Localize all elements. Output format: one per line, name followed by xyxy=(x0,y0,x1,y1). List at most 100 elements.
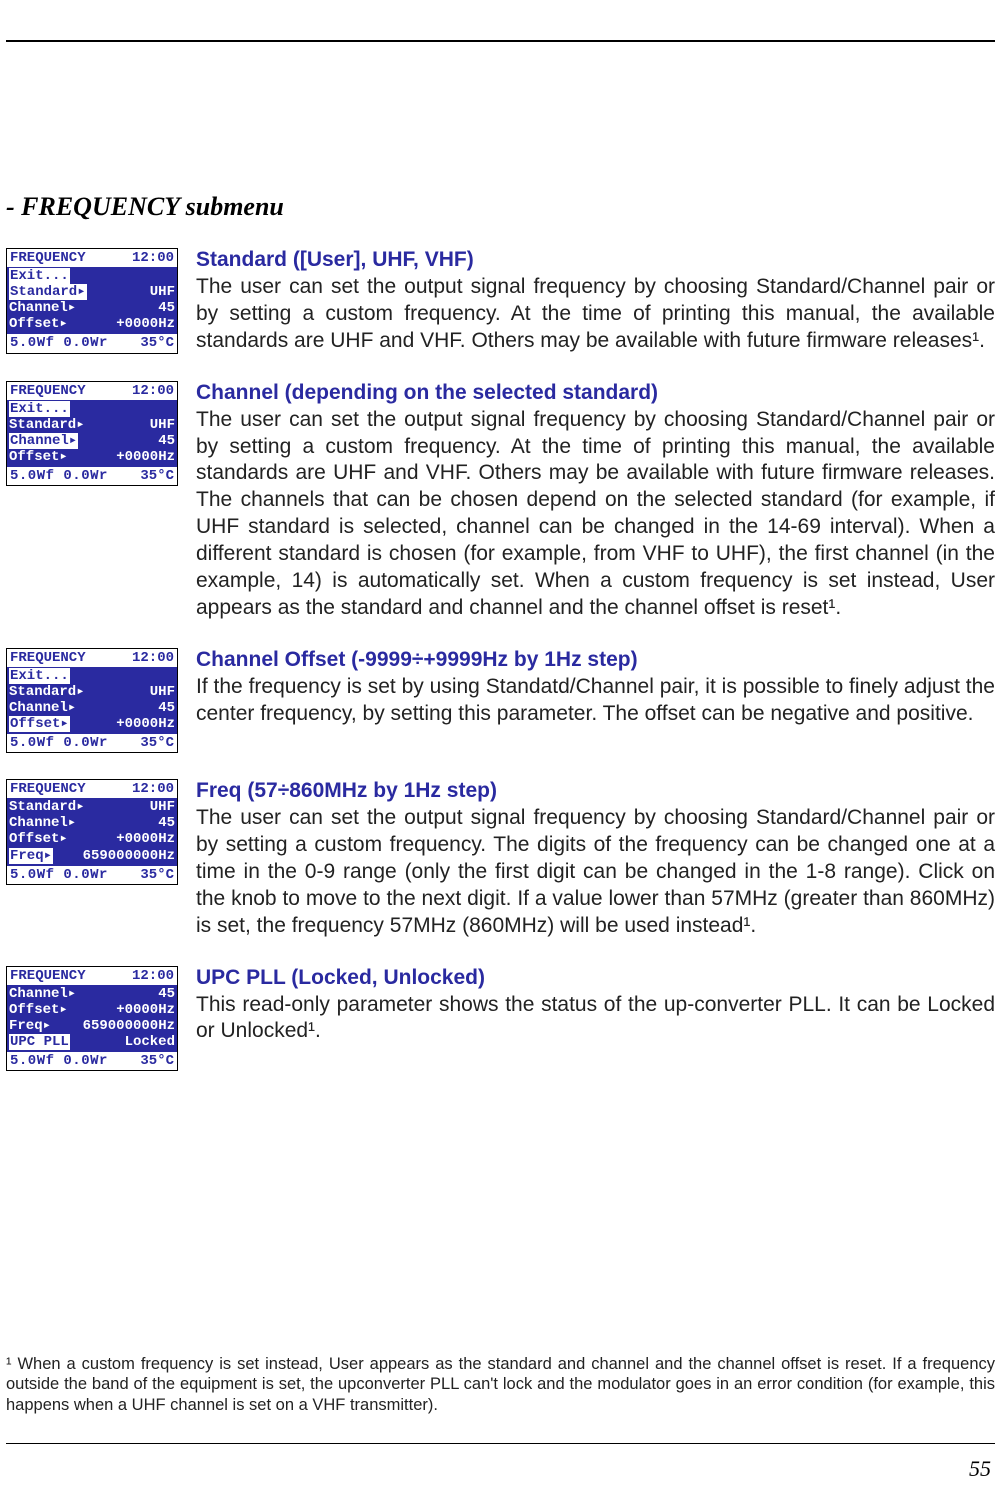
lcd-title: FREQUENCY xyxy=(10,650,86,666)
lcd-row: Standard▸UHF xyxy=(9,799,175,815)
lcd-row-label: Offset▸ xyxy=(9,831,68,847)
entry-body: The user can set the output signal frequ… xyxy=(196,274,995,355)
entry-body: The user can set the output signal frequ… xyxy=(196,805,995,939)
lcd-footer-left: 5.0Wf 0.0Wr xyxy=(10,867,108,883)
lcd-row-value: +0000Hz xyxy=(116,449,175,465)
lcd-row: Channel▸ 45 xyxy=(9,433,175,449)
lcd-screenshot: FREQUENCY12:00Standard▸UHFChannel▸45Offs… xyxy=(6,779,178,885)
lcd-footer-right: 35°C xyxy=(140,335,174,351)
lcd-row-label: Exit... xyxy=(9,668,70,684)
bottom-rule xyxy=(6,1443,995,1444)
lcd-row-label: Offset▸ xyxy=(9,316,68,332)
lcd-header: FREQUENCY 12:00 xyxy=(7,382,177,400)
lcd-screenshot: FREQUENCY 12:00 Channel▸ 45 Offset▸ +0000Hz Fr… xyxy=(6,966,178,1072)
lcd-footer: 5.0Wf 0.0Wr 35°C xyxy=(7,734,177,752)
lcd-row-label: Exit... xyxy=(9,401,70,417)
lcd-row-value: UHF xyxy=(150,417,175,433)
entry-text: UPC PLL (Locked, Unlocked)This read-only… xyxy=(196,966,995,1046)
lcd-row: Offset▸ +0000Hz xyxy=(9,316,175,332)
page-number: 55 xyxy=(969,1456,991,1482)
lcd-footer-right: 35°C xyxy=(140,1053,174,1069)
top-rule xyxy=(6,40,995,42)
entry-body: The user can set the output signal frequ… xyxy=(196,407,995,622)
lcd-title: FREQUENCY xyxy=(10,968,86,984)
lcd-row: Channel▸ 45 xyxy=(9,815,175,831)
entry-body: If the frequency is set by using Standat… xyxy=(196,674,995,728)
lcd-body: Exit...Standard▸ UHF Channel▸ 45 Offset▸ +000… xyxy=(7,400,177,467)
lcd-row-value: 45 xyxy=(158,815,175,831)
lcd-time: 12:00 xyxy=(132,250,174,266)
lcd-body: Exit...Standard▸UHFChannel▸ 45Offset▸+000… xyxy=(7,667,177,734)
entry-body: This read-only parameter shows the statu… xyxy=(196,992,995,1046)
lcd-row: Exit... xyxy=(9,668,175,684)
lcd-row-value: 45 xyxy=(158,433,175,449)
lcd-title: FREQUENCY xyxy=(10,383,86,399)
lcd-row-label: Standard▸ xyxy=(9,284,87,300)
document-page: - FREQUENCY submenu FREQUENCY12:00Exit..… xyxy=(0,0,1005,1502)
lcd-footer: 5.0Wf 0.0Wr35°C xyxy=(7,1052,177,1070)
lcd-time: 12:00 xyxy=(132,968,174,984)
lcd-row: Standard▸ UHF xyxy=(9,284,175,300)
lcd-row-label: Offset▸ xyxy=(9,1002,68,1018)
lcd-footer: 5.0Wf 0.0Wr 35°C xyxy=(7,866,177,884)
lcd-row-value: +0000Hz xyxy=(116,1002,175,1018)
lcd-row-label: Offset▸ xyxy=(9,716,70,732)
lcd-row-value: 45 xyxy=(158,700,175,716)
lcd-row-value: +0000Hz xyxy=(116,831,175,847)
lcd-row-label: Channel▸ xyxy=(9,986,76,1002)
lcd-row-value: Locked xyxy=(125,1034,175,1050)
lcd-screenshot: FREQUENCY12:00Exit...Standard▸UHFChannel… xyxy=(6,648,178,754)
lcd-title: FREQUENCY xyxy=(10,250,86,266)
lcd-footer-right: 35°C xyxy=(140,468,174,484)
entry-heading: Freq (57÷860MHz by 1Hz step) xyxy=(196,779,995,803)
lcd-time: 12:00 xyxy=(132,650,174,666)
lcd-footer-left: 5.0Wf 0.0Wr xyxy=(10,735,108,751)
lcd-row: Offset▸ +0000Hz xyxy=(9,1002,175,1018)
entry-text: Freq (57÷860MHz by 1Hz step)The user can… xyxy=(196,779,995,939)
lcd-row-value: UHF xyxy=(150,684,175,700)
lcd-footer-right: 35°C xyxy=(140,735,174,751)
lcd-row: Exit... xyxy=(9,401,175,417)
lcd-row: Standard▸UHF xyxy=(9,684,175,700)
entries-container: FREQUENCY12:00Exit...Standard▸UHFChannel… xyxy=(6,248,995,1071)
lcd-row: Offset▸+0000Hz xyxy=(9,716,175,732)
lcd-body: Standard▸UHFChannel▸45Offset▸+0000HzFreq… xyxy=(7,798,177,865)
lcd-body: Exit...Standard▸UHFChannel▸45Offset▸+000… xyxy=(7,267,177,334)
lcd-row-label: Freq▸ xyxy=(9,1018,51,1034)
lcd-row-value: 45 xyxy=(158,300,175,316)
lcd-row-value: 45 xyxy=(158,986,175,1002)
entry-heading: Channel Offset (-9999÷+9999Hz by 1Hz ste… xyxy=(196,648,995,672)
lcd-header: FREQUENCY 12:00 xyxy=(7,967,177,985)
lcd-footer: 5.0Wf 0.0Wr 35°C xyxy=(7,334,177,352)
lcd-time: 12:00 xyxy=(132,383,174,399)
lcd-row-label: Freq▸ xyxy=(9,848,53,864)
entry: FREQUENCY12:00Exit...Standard▸UHFChannel… xyxy=(6,381,995,622)
lcd-row-label: Offset▸ xyxy=(9,449,68,465)
lcd-footer-left: 5.0Wf 0.0Wr xyxy=(10,335,108,351)
entry: FREQUENCY12:00Exit...Standard▸UHFChannel… xyxy=(6,648,995,754)
lcd-row-label: Channel▸ xyxy=(9,815,76,831)
lcd-row-label: Exit... xyxy=(9,268,70,284)
lcd-row: Standard▸ UHF xyxy=(9,417,175,433)
lcd-row-label: Standard▸ xyxy=(9,417,85,433)
entry-text: Channel (depending on the selected stand… xyxy=(196,381,995,622)
lcd-title: FREQUENCY xyxy=(10,781,86,797)
lcd-row-label: Channel▸ xyxy=(9,700,76,716)
lcd-footer-right: 35°C xyxy=(140,867,174,883)
entry-text: Standard ([User], UHF, VHF)The user can … xyxy=(196,248,995,355)
lcd-screenshot: FREQUENCY12:00Exit...Standard▸UHFChannel… xyxy=(6,381,178,487)
lcd-row: UPC PLLLocked xyxy=(9,1034,175,1050)
lcd-row-value: 659000000Hz xyxy=(83,1018,175,1034)
lcd-row-label: Channel▸ xyxy=(9,433,78,449)
lcd-row-value: 659000000Hz xyxy=(83,848,175,864)
lcd-row: Exit... xyxy=(9,268,175,284)
lcd-row: Offset▸ +0000Hz xyxy=(9,831,175,847)
lcd-body: Channel▸ 45 Offset▸ +0000Hz Freq▸ 659000000Hz… xyxy=(7,985,177,1052)
lcd-row-value: UHF xyxy=(150,284,175,300)
lcd-row-value: +0000Hz xyxy=(116,316,175,332)
entry: FREQUENCY12:00Standard▸UHFChannel▸45Offs… xyxy=(6,779,995,939)
entry-heading: UPC PLL (Locked, Unlocked) xyxy=(196,966,995,990)
lcd-row-value: UHF xyxy=(150,799,175,815)
lcd-screenshot: FREQUENCY12:00Exit...Standard▸UHFChannel… xyxy=(6,248,178,354)
lcd-row: Freq▸ 659000000Hz xyxy=(9,848,175,864)
